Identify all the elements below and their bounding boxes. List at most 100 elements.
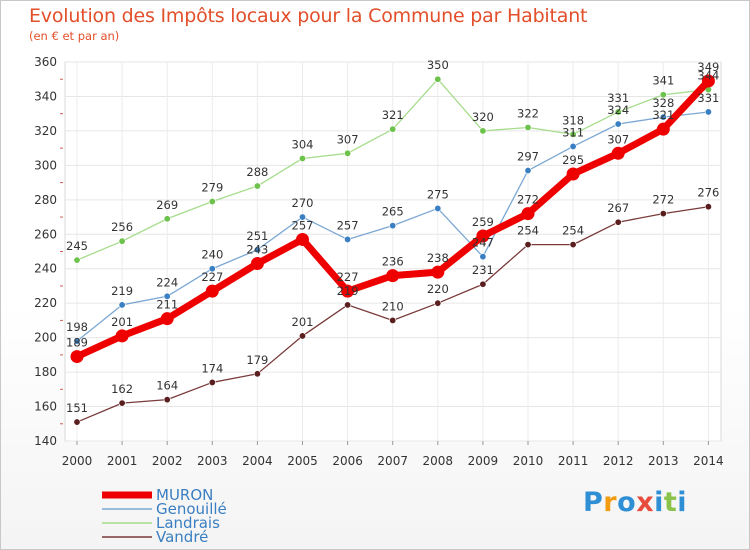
brand-logo: Proxiti <box>583 487 687 518</box>
data-label-genouille: 251 <box>246 229 268 243</box>
data-label-vandre: 254 <box>517 224 539 238</box>
data-point-landrais <box>569 130 577 138</box>
data-point-genouille <box>704 108 712 116</box>
x-tick-label: 2004 <box>242 454 273 468</box>
data-label-genouille: 224 <box>156 275 178 289</box>
x-tick-label: 2012 <box>603 454 634 468</box>
data-label-vandre: 231 <box>472 263 494 277</box>
data-point-genouille <box>434 204 442 212</box>
data-point-vandre <box>208 378 216 386</box>
data-label-muron: 238 <box>427 251 449 265</box>
brand-logo-letter: P <box>583 487 604 518</box>
data-label-vandre: 267 <box>607 201 629 215</box>
data-point-landrais <box>479 127 487 135</box>
data-label-muron: 201 <box>111 315 133 329</box>
data-point-muron <box>70 350 84 364</box>
x-tick-label: 2001 <box>107 454 138 468</box>
data-point-muron <box>521 207 535 221</box>
y-tick-label: 280 <box>34 193 57 207</box>
data-label-landrais: 245 <box>66 239 88 253</box>
data-label-genouille: 240 <box>201 248 223 262</box>
data-label-landrais: 322 <box>517 106 539 120</box>
data-point-genouille <box>524 167 532 175</box>
data-point-vandre <box>389 316 397 324</box>
data-point-landrais <box>434 75 442 83</box>
data-label-muron: 272 <box>517 193 539 207</box>
data-point-muron <box>476 229 490 243</box>
y-tick-label: 220 <box>34 296 57 310</box>
data-point-landrais <box>73 256 81 264</box>
data-label-vandre: 174 <box>201 361 223 375</box>
data-label-landrais: 304 <box>292 137 314 151</box>
y-tick-label: 140 <box>34 434 57 448</box>
data-point-vandre <box>434 299 442 307</box>
data-point-muron <box>656 122 670 136</box>
data-label-landrais: 288 <box>246 165 268 179</box>
y-tick-label: 160 <box>34 400 57 414</box>
data-point-muron <box>115 329 129 343</box>
data-label-muron: 236 <box>382 255 404 269</box>
data-point-landrais <box>208 198 216 206</box>
data-point-genouille <box>73 337 81 345</box>
data-point-genouille <box>208 265 216 273</box>
data-label-landrais: 279 <box>201 181 223 195</box>
data-label-landrais: 321 <box>382 108 404 122</box>
data-point-genouille <box>659 113 667 121</box>
data-label-genouille: 324 <box>607 103 629 117</box>
data-point-muron <box>431 265 445 279</box>
data-label-muron: 243 <box>246 243 268 257</box>
data-point-vandre <box>344 301 352 309</box>
data-label-landrais: 256 <box>111 220 133 234</box>
data-point-landrais <box>344 149 352 157</box>
data-label-muron: 295 <box>562 153 584 167</box>
y-tick-label: 260 <box>34 227 57 241</box>
data-label-genouille: 265 <box>382 205 404 219</box>
data-point-muron <box>386 269 400 283</box>
data-label-muron: 321 <box>652 108 674 122</box>
data-label-genouille: 297 <box>517 150 539 164</box>
data-point-landrais <box>659 91 667 99</box>
data-point-genouille <box>253 246 261 254</box>
legend-label: Vandré <box>156 528 208 546</box>
data-label-vandre: 179 <box>246 353 268 367</box>
data-point-genouille <box>569 142 577 150</box>
data-label-landrais: 318 <box>562 113 584 127</box>
data-point-landrais <box>118 237 126 245</box>
chart-title: Evolution des Impôts locaux pour la Comm… <box>29 5 588 27</box>
data-point-vandre <box>73 418 81 426</box>
brand-logo-letter: t <box>663 487 678 518</box>
y-tick-label: 300 <box>34 158 57 172</box>
data-label-vandre: 162 <box>111 382 133 396</box>
legend-label: Genouillé <box>156 500 227 518</box>
data-point-muron <box>205 284 219 298</box>
data-point-genouille <box>479 253 487 261</box>
data-point-genouille <box>614 120 622 128</box>
x-tick-label: 2008 <box>423 454 454 468</box>
brand-logo-letter: r <box>603 487 618 518</box>
data-label-landrais: 320 <box>472 110 494 124</box>
data-point-muron <box>341 284 355 298</box>
x-tick-label: 2002 <box>152 454 183 468</box>
data-label-genouille: 275 <box>427 187 449 201</box>
data-point-landrais <box>614 108 622 116</box>
data-label-genouille: 247 <box>472 236 494 250</box>
data-label-muron: 227 <box>337 270 359 284</box>
data-label-muron: 257 <box>292 218 314 232</box>
data-point-vandre <box>704 203 712 211</box>
data-label-genouille: 198 <box>66 320 88 334</box>
y-tick-label: 320 <box>34 124 57 138</box>
data-label-muron: 307 <box>607 132 629 146</box>
data-point-vandre <box>569 241 577 249</box>
data-label-vandre: 151 <box>66 401 88 415</box>
y-tick-label: 240 <box>34 262 57 276</box>
data-point-vandre <box>163 396 171 404</box>
y-tick-label: 360 <box>34 55 57 69</box>
data-label-vandre: 276 <box>697 186 719 200</box>
data-label-vandre: 220 <box>427 282 449 296</box>
data-point-vandre <box>614 218 622 226</box>
data-label-genouille: 331 <box>697 91 719 105</box>
data-point-muron <box>160 312 174 326</box>
data-point-genouille <box>298 213 306 221</box>
y-tick-label: 180 <box>34 365 57 379</box>
